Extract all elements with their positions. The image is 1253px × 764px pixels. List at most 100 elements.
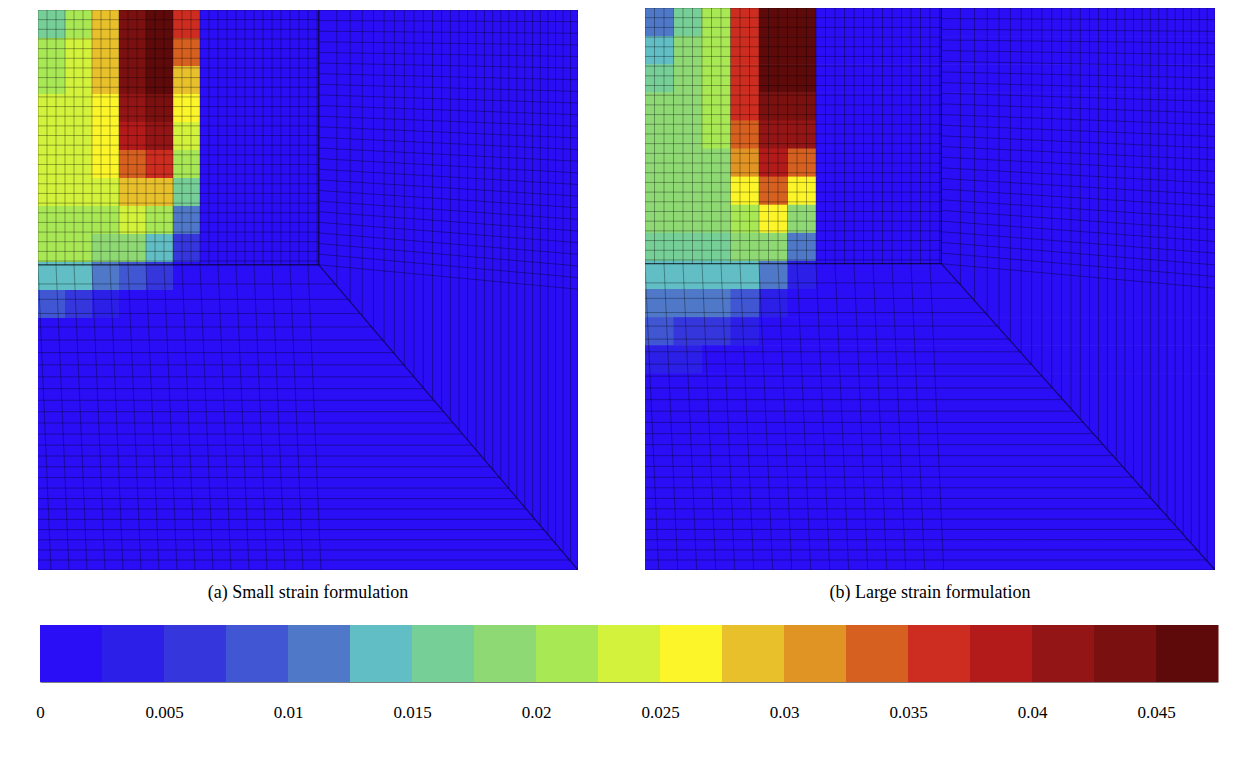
cell [281,94,309,123]
mesh-edge [941,8,942,264]
cell [146,514,174,543]
mesh-line [254,265,267,570]
cell [524,542,552,570]
mesh-line [901,8,902,264]
cell [1158,401,1187,430]
cell [959,345,988,374]
figure: (a) Small strain formulation(b) Large st… [0,0,1253,764]
cell [254,234,282,263]
cell [227,10,255,39]
cell [1016,8,1045,37]
cell [816,92,845,121]
cell [987,205,1016,234]
cell [873,8,902,37]
mesh-line [218,10,219,265]
cell [308,66,336,95]
cell [987,64,1016,93]
cell [987,345,1016,374]
cell [65,206,93,235]
cell [281,66,309,95]
tick-label: 0.03 [770,703,800,722]
cell [146,38,174,67]
cell [902,8,931,37]
cell [1044,514,1073,543]
mesh-edge [645,263,941,264]
mesh-edge [318,10,319,265]
cell [551,234,578,263]
cell [38,458,66,487]
cell [1101,149,1130,178]
cell [873,233,902,262]
mesh-line [645,263,941,264]
cell [1158,345,1187,374]
cell [959,317,988,346]
cell [759,177,788,206]
cell [119,10,147,39]
cell [1016,233,1045,262]
cell [959,149,988,178]
mesh-line [892,8,893,264]
cell [788,36,817,65]
mesh-line [38,154,319,155]
cell [674,317,703,346]
cell [1044,8,1073,37]
cell [524,10,552,39]
cell [362,150,390,179]
mesh-line [319,84,578,91]
cell [645,261,674,290]
mesh-line [38,10,39,265]
mesh-line [570,10,571,561]
mesh-line [38,203,319,204]
mesh-line [450,10,451,420]
cell [1158,36,1187,65]
cell [551,486,578,515]
mesh-line [308,10,309,265]
cell [389,66,417,95]
mesh-line [38,10,319,11]
cell [470,150,498,179]
cell [1044,373,1073,402]
cell [362,514,390,543]
cell [524,38,552,67]
mesh-line [432,10,433,399]
cell [416,514,444,543]
cell [1073,289,1102,318]
cell [759,233,788,262]
colorbar-swatch [40,625,103,682]
mesh-line [38,38,319,39]
mesh-line [941,136,1215,148]
cell [119,514,147,543]
cell [930,205,959,234]
mesh-line [38,559,570,560]
cell [1158,92,1187,121]
cell [416,10,444,39]
cell [389,10,417,39]
mesh-line [721,8,722,264]
mesh-line [645,282,959,283]
colorbar-swatch [660,625,723,682]
mesh-line [83,10,84,265]
cell [443,262,471,291]
cell [173,66,201,95]
mesh-line [38,58,319,59]
cell [362,402,390,431]
cell [389,234,417,263]
mesh-line [467,10,468,440]
cell [119,206,147,235]
mesh-line [319,63,578,68]
cell [551,458,578,487]
cell [788,92,817,121]
mesh-line [319,201,578,219]
cell [1073,8,1102,37]
mesh-line [645,230,941,231]
cell [416,374,444,403]
cell [902,177,931,206]
cell [987,458,1016,487]
mesh-line [38,388,424,389]
cell [65,542,93,570]
cell [443,94,471,123]
cell [959,205,988,234]
cell [335,318,363,347]
mesh-line [38,106,319,107]
mesh-line [38,87,319,88]
